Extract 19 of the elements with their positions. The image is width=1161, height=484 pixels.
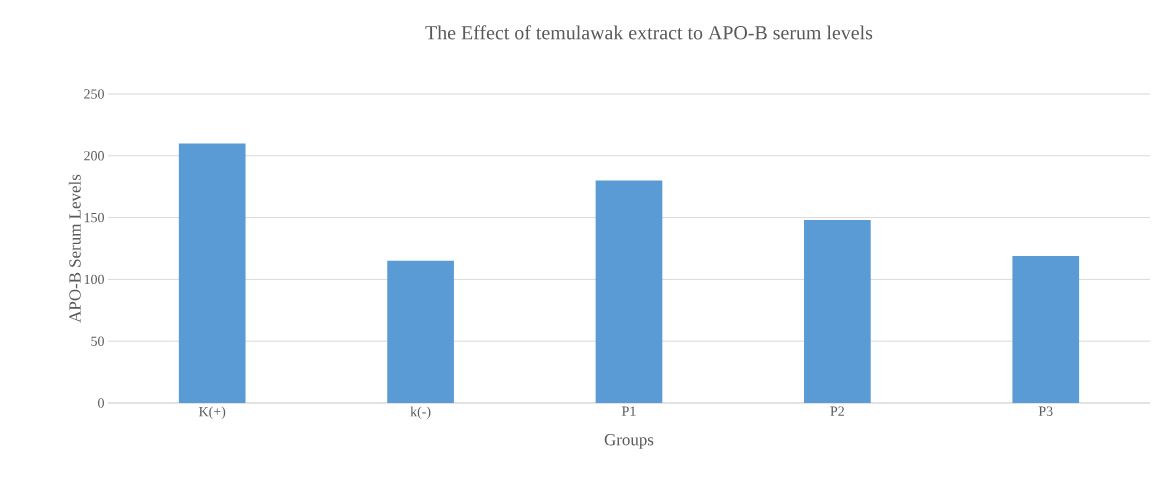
y-tick-label: 250 (84, 89, 104, 99)
bar (178, 143, 246, 403)
x-axis-title: Groups (604, 434, 654, 449)
bar (387, 260, 454, 403)
chart-title: The Effect of temulawak extract to APO-B serum levels (425, 25, 873, 40)
y-tick-label: 100 (84, 274, 104, 285)
bar (595, 180, 663, 403)
x-tick-label: P2 (830, 406, 844, 416)
y-axis-title: APO-B Serum Levels (68, 174, 81, 323)
x-tick-label: P1 (622, 406, 636, 416)
x-tick-label: k(-) (410, 406, 431, 420)
y-tick-label: 0 (98, 398, 104, 408)
y-tick-label: 200 (84, 151, 104, 161)
bar (1012, 255, 1080, 403)
x-tick-label: P3 (1038, 406, 1053, 416)
y-tick-label: 150 (84, 212, 104, 223)
x-tick-label: K(+) (198, 406, 226, 420)
y-tick-label: 50 (91, 336, 104, 346)
bar (804, 220, 871, 403)
